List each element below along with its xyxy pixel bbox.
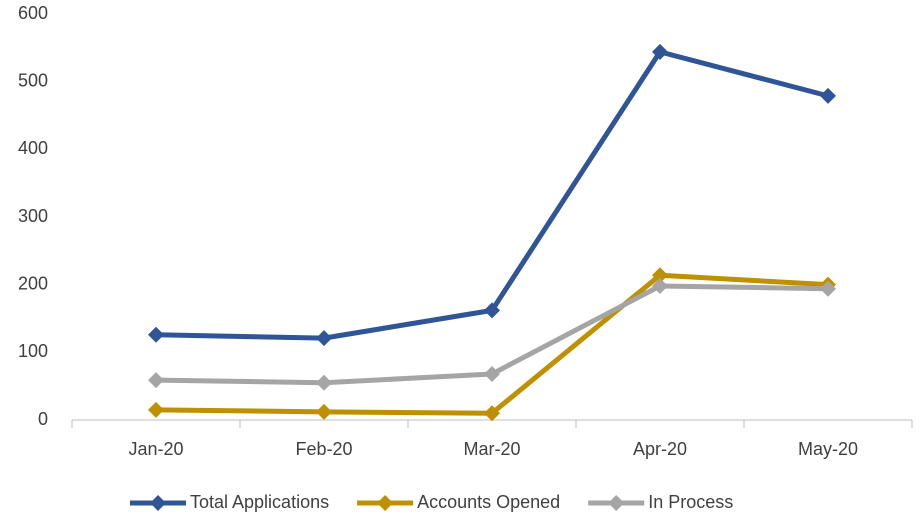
point-marker — [316, 330, 332, 347]
y-tick-label: 400 — [18, 138, 48, 158]
legend-marker — [377, 495, 394, 511]
point-marker — [652, 43, 668, 60]
x-tick-label: Apr-20 — [633, 439, 687, 459]
y-tick-label: 100 — [18, 341, 48, 361]
y-tick-label: 0 — [38, 409, 48, 429]
legend-label: In Process — [648, 492, 733, 512]
point-marker — [484, 302, 500, 319]
series-line — [155, 272, 829, 416]
y-tick-label: 500 — [18, 70, 48, 90]
series-line — [155, 49, 829, 341]
point-marker — [820, 87, 836, 104]
legend-label: Accounts Opened — [417, 492, 560, 512]
point-marker — [484, 405, 500, 422]
point-marker — [148, 326, 164, 343]
point-marker — [148, 372, 164, 389]
point-marker — [316, 403, 332, 420]
y-tick-label: 600 — [18, 3, 48, 23]
x-tick-label: Jan-20 — [128, 439, 183, 459]
y-tick-label: 200 — [18, 273, 48, 293]
point-marker — [316, 374, 332, 391]
legend-marker — [150, 495, 166, 511]
point-marker — [484, 365, 500, 382]
legend-label: Total Applications — [190, 492, 329, 512]
point-marker — [652, 278, 668, 295]
x-tick-label: Feb-20 — [295, 439, 352, 459]
point-marker — [820, 280, 836, 297]
x-tick-label: Mar-20 — [463, 439, 520, 459]
y-tick-label: 300 — [18, 206, 48, 226]
point-marker — [148, 401, 164, 418]
x-tick-label: May-20 — [798, 439, 858, 459]
legend-marker — [608, 495, 625, 511]
point-marker — [652, 267, 668, 284]
